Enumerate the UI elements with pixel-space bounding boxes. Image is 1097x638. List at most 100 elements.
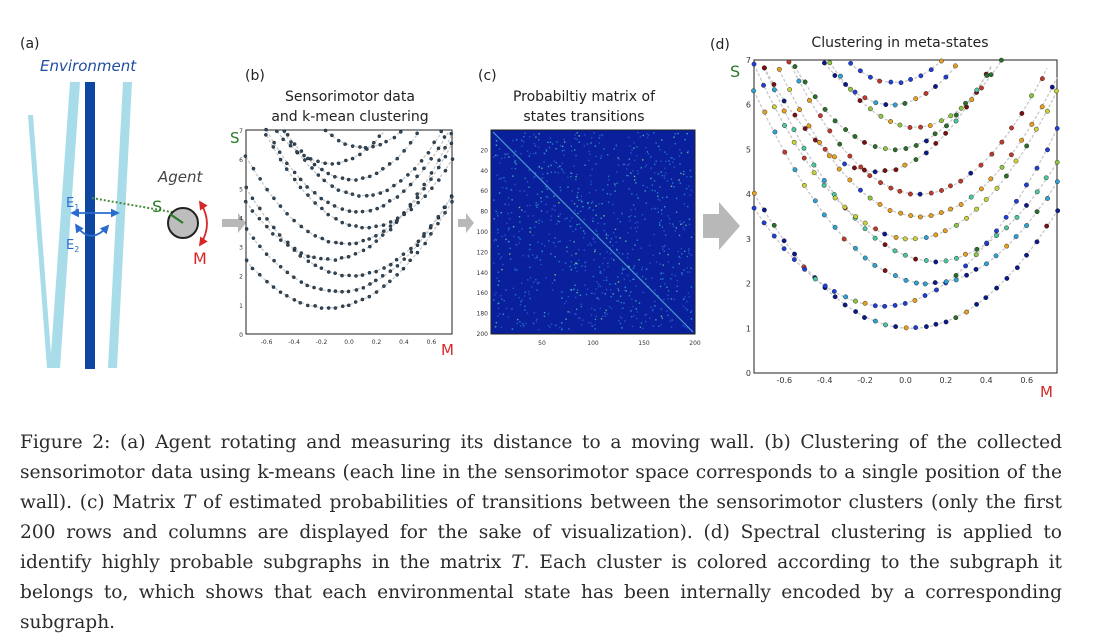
matrix-entry (540, 200, 542, 203)
matrix-entry (635, 285, 637, 287)
matrix-entry (529, 277, 532, 279)
matrix-entry (673, 186, 675, 188)
matrix-entry (623, 302, 625, 304)
cluster-point (761, 65, 767, 71)
matrix-entry (681, 223, 684, 225)
matrix-entry (638, 302, 641, 304)
matrix-entry (550, 164, 552, 166)
matrix-entry (532, 152, 535, 155)
cluster-point (771, 87, 777, 93)
cluster-point (430, 186, 434, 191)
matrix-entry (619, 316, 621, 318)
matrix-entry (686, 267, 688, 269)
cluster-point (388, 220, 393, 224)
cluster-point (1034, 189, 1040, 195)
matrix-entry (592, 209, 594, 211)
matrix-entry (674, 143, 676, 145)
y-tick-label: 5 (239, 186, 243, 193)
matrix-entry (519, 190, 521, 192)
cluster-point (923, 235, 929, 240)
matrix-entry (607, 154, 609, 156)
matrix-entry (574, 149, 576, 151)
cluster-point (244, 227, 249, 231)
cluster-point (429, 232, 433, 236)
cluster-point (382, 266, 386, 270)
matrix-entry (505, 289, 507, 291)
cluster-point (340, 220, 345, 225)
caption-part-2: of estimated probabilities of transition… (20, 492, 1062, 573)
cluster-point (1055, 208, 1061, 214)
matrix-entry (616, 300, 618, 302)
matrix-entry (664, 172, 667, 174)
matrix-entry (631, 149, 633, 151)
matrix-entry (578, 248, 580, 251)
matrix-entry (674, 133, 676, 135)
y-tick-label: 180 (477, 311, 489, 318)
matrix-entry (690, 311, 692, 313)
matrix-entry (567, 296, 569, 298)
matrix-entry (682, 226, 685, 229)
matrix-entry (576, 132, 578, 134)
cluster-point (305, 185, 309, 189)
matrix-entry (603, 269, 605, 271)
matrix-entry (676, 285, 678, 287)
cluster-point (271, 285, 276, 289)
caption-matrix-symbol-1: T (182, 492, 196, 513)
cluster-point (320, 167, 324, 172)
cluster-point (408, 140, 413, 145)
matrix-entry (532, 215, 534, 217)
matrix-entry (653, 172, 656, 174)
cluster-point (282, 129, 287, 133)
cluster-point (258, 177, 262, 181)
matrix-entry (586, 288, 589, 290)
cluster-point (336, 188, 341, 192)
matrix-entry (594, 250, 596, 253)
matrix-entry (583, 249, 585, 251)
matrix-entry (493, 156, 495, 158)
matrix-entry (637, 173, 639, 175)
matrix-entry (598, 266, 601, 268)
matrix-entry (690, 236, 693, 238)
matrix-entry (660, 209, 663, 211)
cluster-point (872, 235, 878, 241)
matrix-entry (614, 183, 616, 185)
matrix-entry (557, 215, 560, 217)
x-tick-label: 0.2 (372, 339, 382, 346)
matrix-entry (673, 136, 675, 138)
cluster-point (323, 128, 328, 133)
y-tick-label: 1 (746, 324, 751, 333)
panel-b-x-ticks: -0.6 -0.4 -0.2 0.0 0.2 0.4 0.6 (261, 339, 437, 346)
cluster-point (361, 248, 366, 253)
matrix-entry (690, 318, 693, 320)
matrix-entry (651, 309, 654, 312)
matrix-entry (585, 293, 588, 296)
cluster-point (821, 178, 827, 183)
matrix-entry (607, 201, 610, 203)
cluster-point (761, 82, 766, 88)
matrix-entry (493, 240, 495, 242)
agent-label: Agent (157, 168, 204, 186)
matrix-entry (509, 253, 511, 255)
matrix-entry (575, 313, 577, 315)
matrix-entry (664, 244, 666, 247)
cluster-point (827, 60, 833, 66)
matrix-entry (496, 277, 498, 279)
matrix-entry (498, 280, 500, 282)
cluster-point (796, 78, 802, 84)
matrix-entry (625, 240, 627, 242)
wall-light-left (50, 82, 80, 368)
matrix-entry (592, 238, 594, 241)
matrix-entry (608, 306, 611, 308)
matrix-entry (627, 232, 629, 234)
matrix-entry (555, 148, 557, 150)
matrix-entry (507, 212, 509, 215)
cluster-point (832, 294, 838, 300)
cluster-point (933, 141, 939, 146)
matrix-entry (580, 199, 582, 201)
matrix-entry (622, 307, 624, 309)
matrix-entry (571, 217, 573, 219)
matrix-entry (583, 218, 585, 220)
matrix-entry (599, 307, 601, 310)
cluster-point (392, 135, 397, 140)
matrix-entry (569, 239, 571, 242)
